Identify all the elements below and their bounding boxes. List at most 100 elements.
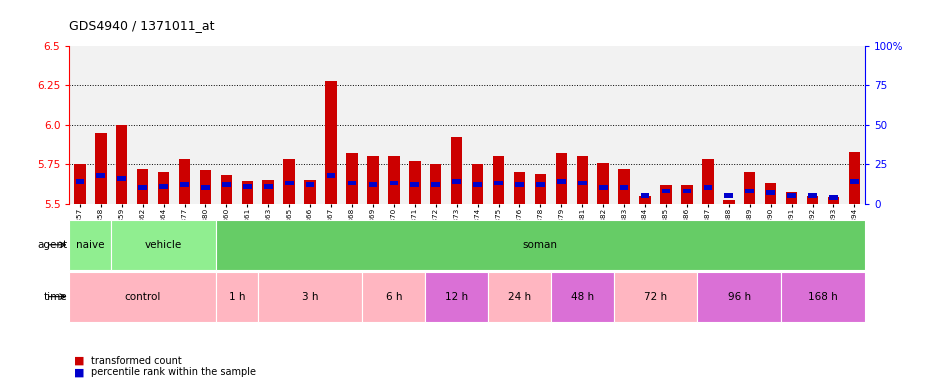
Text: control: control (125, 291, 161, 302)
Text: time: time (43, 291, 68, 302)
Bar (69, 220, 111, 270)
Bar (641, 193, 649, 198)
Bar (556, 153, 567, 204)
Bar (241, 182, 253, 204)
Text: 24 h: 24 h (508, 291, 531, 302)
Bar (488, 272, 551, 321)
Bar (683, 189, 691, 193)
Bar (829, 195, 838, 200)
Bar (746, 189, 754, 193)
Bar (116, 125, 128, 204)
Bar (409, 161, 421, 204)
Text: 3 h: 3 h (302, 291, 318, 302)
Bar (137, 169, 148, 204)
Text: soman: soman (523, 240, 558, 250)
Bar (346, 153, 358, 204)
Bar (704, 185, 712, 190)
Bar (681, 185, 693, 204)
Text: 168 h: 168 h (808, 291, 838, 302)
Bar (598, 162, 609, 204)
Bar (158, 172, 169, 204)
Bar (766, 190, 775, 195)
Bar (221, 175, 232, 204)
Text: 96 h: 96 h (728, 291, 751, 302)
Bar (96, 173, 105, 177)
Bar (159, 184, 168, 189)
Bar (493, 156, 504, 204)
Bar (850, 179, 858, 184)
Bar (117, 176, 126, 181)
Bar (724, 193, 734, 198)
Bar (848, 152, 860, 204)
Bar (576, 156, 588, 204)
Bar (557, 179, 566, 184)
Bar (781, 272, 865, 321)
Bar (326, 81, 337, 204)
Bar (426, 272, 488, 321)
Bar (222, 182, 230, 187)
Bar (828, 197, 839, 204)
Bar (111, 220, 216, 270)
Bar (76, 179, 84, 184)
Bar (620, 185, 628, 190)
Bar (661, 189, 671, 193)
Bar (327, 173, 336, 177)
Bar (697, 272, 781, 321)
Bar (200, 170, 211, 204)
Bar (723, 200, 734, 204)
Bar (619, 169, 630, 204)
Bar (389, 181, 398, 185)
Text: 48 h: 48 h (571, 291, 594, 302)
Bar (639, 196, 651, 204)
Bar (180, 182, 189, 187)
Text: ■: ■ (74, 367, 84, 377)
Bar (258, 272, 363, 321)
Bar (786, 192, 797, 204)
Bar (363, 272, 426, 321)
Bar (535, 174, 546, 204)
Bar (613, 272, 697, 321)
Bar (536, 182, 545, 187)
Bar (807, 196, 819, 204)
Bar (139, 185, 147, 190)
Bar (264, 184, 273, 189)
Bar (551, 272, 613, 321)
Bar (472, 164, 484, 204)
Text: naive: naive (76, 240, 105, 250)
Text: vehicle: vehicle (145, 240, 182, 250)
Bar (450, 137, 462, 204)
Bar (304, 180, 315, 204)
Bar (69, 272, 216, 321)
Bar (431, 182, 440, 187)
Bar (263, 180, 274, 204)
Text: 6 h: 6 h (386, 291, 402, 302)
Text: agent: agent (37, 240, 68, 250)
Bar (216, 272, 258, 321)
Bar (744, 172, 756, 204)
Bar (95, 132, 106, 204)
Bar (348, 181, 356, 185)
Bar (515, 182, 524, 187)
Bar (74, 164, 86, 204)
Bar (598, 185, 608, 190)
Bar (368, 182, 377, 187)
Bar (216, 220, 865, 270)
Bar (808, 193, 817, 198)
Text: percentile rank within the sample: percentile rank within the sample (91, 367, 255, 377)
Bar (306, 182, 314, 187)
Bar (513, 172, 525, 204)
Text: GDS4940 / 1371011_at: GDS4940 / 1371011_at (69, 19, 215, 32)
Bar (494, 181, 503, 185)
Text: transformed count: transformed count (91, 356, 181, 366)
Bar (411, 182, 419, 187)
Text: ■: ■ (74, 356, 84, 366)
Bar (474, 182, 482, 187)
Text: 12 h: 12 h (445, 291, 468, 302)
Bar (179, 159, 191, 204)
Bar (283, 159, 295, 204)
Bar (430, 164, 441, 204)
Bar (452, 179, 461, 184)
Bar (388, 156, 400, 204)
Text: 1 h: 1 h (228, 291, 245, 302)
Bar (702, 159, 713, 204)
